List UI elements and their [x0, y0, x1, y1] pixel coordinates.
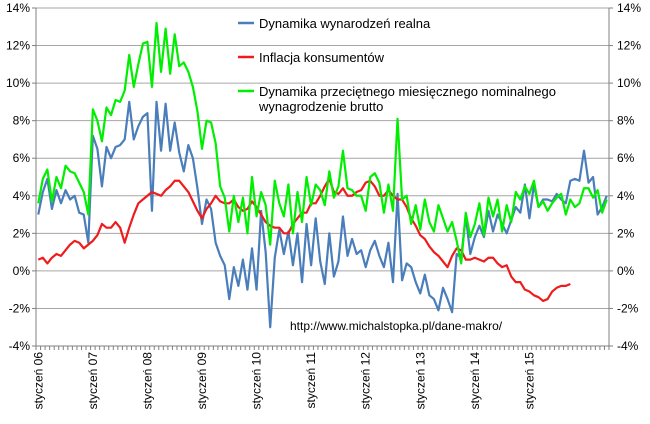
y-tick-label-right: 2%: [617, 226, 635, 240]
series-group: [37, 21, 608, 329]
series-line-1: [37, 100, 608, 329]
y-tick-label-right: 0%: [617, 264, 635, 278]
y-tick-label-left: -2%: [9, 301, 31, 315]
x-tick-label: styczeń 07: [86, 352, 100, 410]
x-tick-label: styczeń 14: [468, 352, 482, 410]
x-tick-label: styczeń 06: [31, 352, 45, 410]
y-tick-label-right: 6%: [617, 151, 635, 165]
x-tick-label: styczeń 09: [195, 352, 209, 410]
y-tick-label-right: 12%: [617, 39, 641, 53]
legend-label-inflacja: Inflacja konsumentów: [259, 50, 385, 65]
y-tick-label-right: 8%: [617, 114, 635, 128]
y-tick-label-left: -4%: [9, 339, 31, 353]
series-line-2: [37, 177, 571, 303]
y-tick-label-right: 10%: [617, 76, 641, 90]
legend-label-nominalne: Dynamika przeciętnego miesięcznego nomin…: [259, 84, 556, 99]
x-tick-label: styczeń 11: [304, 352, 318, 409]
y-tick-label-right: -4%: [617, 339, 639, 353]
legend-label-realna: Dynamika wynarodzeń realna: [259, 16, 431, 31]
y-tick-label-left: 2%: [13, 226, 31, 240]
y-axis-right: -4% -2% 0% 2% 4% 6% 8% 10% 12% 14%: [608, 1, 641, 353]
x-tick-label: styczeń 15: [522, 352, 536, 410]
x-axis: styczeń 06 styczeń 07 styczeń 08 styczeń 09…: [31, 345, 610, 410]
y-tick-label-left: 8%: [13, 114, 31, 128]
y-tick-label-left: 6%: [13, 151, 31, 165]
y-tick-label-right: -2%: [617, 301, 639, 315]
legend: Dynamika wynarodzeń realna Inflacja kons…: [238, 16, 556, 114]
source-annotation: http://www.michalstopka.pl/dane-makro/: [290, 319, 503, 333]
x-tick-label: styczeń 08: [140, 352, 154, 410]
y-tick-label-left: 4%: [13, 189, 31, 203]
y-axis-left: -4% -2% 0% 2% 4% 6% 8% 10% 12% 14%: [6, 1, 37, 353]
y-tick-label-right: 4%: [617, 189, 635, 203]
y-tick-label-left: 12%: [6, 39, 30, 53]
series-line-3: [37, 21, 608, 265]
legend-label-nominalne-line2: wynagrodzenie brutto: [258, 99, 383, 114]
y-tick-label-right: 14%: [617, 1, 641, 15]
y-tick-label-left: 0%: [13, 264, 31, 278]
y-tick-label-left: 10%: [6, 76, 30, 90]
x-tick-label: styczeń 10: [250, 352, 264, 410]
x-tick-label: styczeń 13: [413, 352, 427, 410]
y-tick-label-left: 14%: [6, 1, 30, 15]
x-tick-label: styczeń 12: [359, 352, 373, 410]
